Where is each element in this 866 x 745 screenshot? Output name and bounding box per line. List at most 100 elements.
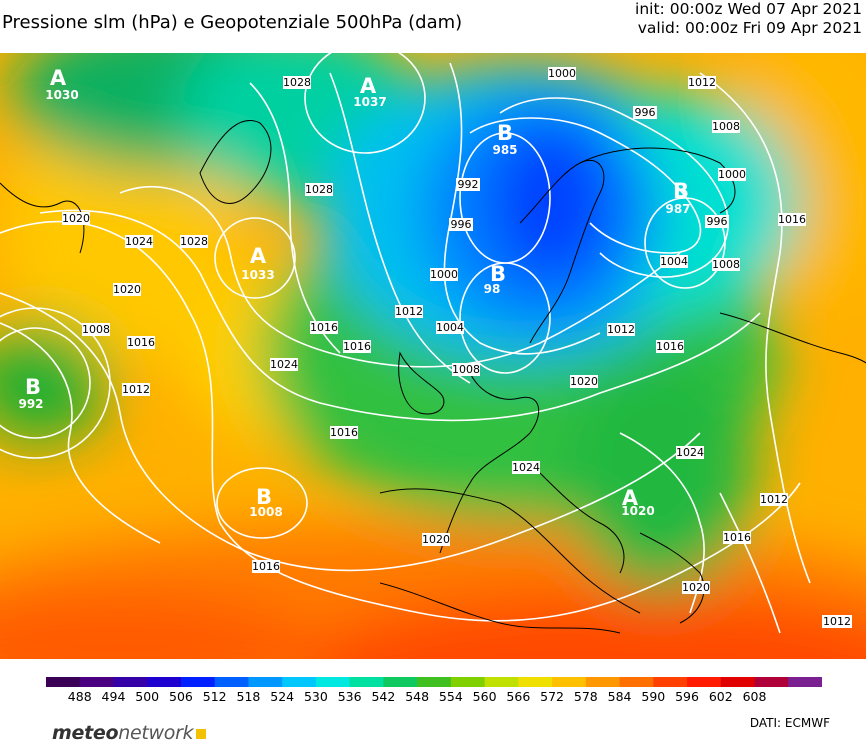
colorbar-cell <box>450 677 486 687</box>
svg-text:1000: 1000 <box>430 268 458 281</box>
colorbar-tick-label: 596 <box>675 689 699 704</box>
svg-text:1020: 1020 <box>682 581 710 594</box>
isobar-label: 1004 <box>660 255 688 268</box>
svg-text:996: 996 <box>707 215 728 228</box>
isobar-label: 1008 <box>712 258 740 271</box>
isobar-label: 1016 <box>656 340 684 353</box>
isobar-label: 1004 <box>436 321 464 334</box>
svg-text:1008: 1008 <box>82 323 110 336</box>
colorbar-tick-label: 590 <box>641 689 666 704</box>
colorbar-cell <box>788 677 822 687</box>
svg-text:1016: 1016 <box>723 531 751 544</box>
init-time: init: 00:00z Wed 07 Apr 2021 <box>635 0 862 18</box>
colorbar-cell <box>248 677 283 687</box>
isobar-label: 1020 <box>682 581 710 594</box>
svg-text:1016: 1016 <box>656 340 684 353</box>
colorbar-cell <box>552 677 587 687</box>
svg-text:1012: 1012 <box>122 383 150 396</box>
svg-text:B: B <box>490 262 506 286</box>
isobar-label: 996 <box>633 106 657 119</box>
map-title: Pressione slm (hPa) e Geopotenziale 500h… <box>2 12 463 33</box>
isobar-label: 1028 <box>305 183 333 196</box>
colorbar-cell <box>282 677 317 687</box>
svg-text:992: 992 <box>458 178 479 191</box>
isobar-label: 1008 <box>82 323 110 336</box>
isobar-label: 1016 <box>343 340 371 353</box>
colorbar-cell <box>214 677 250 687</box>
meteonetwork-logo: meteonetwork <box>52 722 207 744</box>
isobar-label: 1016 <box>330 426 358 439</box>
isobar-label: 1028 <box>283 76 311 89</box>
valid-time: valid: 00:00z Fri 09 Apr 2021 <box>637 19 862 37</box>
colorbar-tick-label: 602 <box>708 689 733 704</box>
svg-text:1020: 1020 <box>62 212 90 225</box>
isobar-label: 1020 <box>113 283 141 296</box>
svg-text:1016: 1016 <box>252 560 280 573</box>
svg-text:1016: 1016 <box>127 336 155 349</box>
colorbar-tick-label: 554 <box>438 689 463 704</box>
colorbar-cell <box>687 677 722 687</box>
isobar-label: 1024 <box>676 446 704 459</box>
colorbar-cell <box>79 677 115 687</box>
svg-text:1008: 1008 <box>249 505 282 519</box>
geopotential-field <box>0 53 866 659</box>
isobar-label: 1020 <box>422 533 450 546</box>
run-info: init: 00:00z Wed 07 Apr 2021 valid: 00:0… <box>635 0 862 38</box>
colorbar-tick-label: 524 <box>270 689 295 704</box>
colorbar-tick-label: 518 <box>236 689 261 704</box>
svg-text:1030: 1030 <box>45 88 78 102</box>
svg-text:1024: 1024 <box>512 461 540 474</box>
svg-text:A: A <box>360 74 377 98</box>
isobar-label: 1012 <box>122 383 150 396</box>
isobar-label: 1000 <box>718 168 746 181</box>
svg-text:98: 98 <box>484 282 501 296</box>
isobar-label: 1020 <box>570 375 598 388</box>
svg-text:1012: 1012 <box>607 323 635 336</box>
svg-text:1012: 1012 <box>823 615 851 628</box>
map-canvas: 1028 1000 1012 996 1008 1000 992 1028 99… <box>0 53 866 659</box>
isobar-label: 1008 <box>712 120 740 133</box>
colorbar-tick-label: 536 <box>337 689 362 704</box>
svg-text:1024: 1024 <box>270 358 298 371</box>
colorbar-cells <box>46 677 822 687</box>
colorbar-cell <box>585 677 621 687</box>
colorbar-cell <box>484 677 519 687</box>
svg-text:B: B <box>497 121 513 145</box>
pressure-center: B98 <box>484 262 506 296</box>
isobar-label: 1016 <box>127 336 155 349</box>
svg-text:1012: 1012 <box>760 493 788 506</box>
svg-text:1037: 1037 <box>353 95 386 109</box>
isobar-label: 1024 <box>512 461 540 474</box>
colorbar-cell <box>349 677 384 687</box>
isobar-label: 1016 <box>723 531 751 544</box>
colorbar-tick-label: 566 <box>506 689 531 704</box>
colorbar-cell <box>720 677 756 687</box>
svg-text:A: A <box>250 244 267 268</box>
isobar-label: 1024 <box>270 358 298 371</box>
colorbar-tick-label: 608 <box>742 689 767 704</box>
svg-text:1028: 1028 <box>305 183 333 196</box>
svg-text:1016: 1016 <box>778 213 806 226</box>
colorbar <box>46 677 822 687</box>
isobar-label: 996 <box>449 218 473 231</box>
colorbar-tick-label: 572 <box>540 689 565 704</box>
svg-text:1016: 1016 <box>310 321 338 334</box>
colorbar-tick-label: 506 <box>169 689 193 704</box>
svg-text:B: B <box>256 485 272 509</box>
svg-text:1020: 1020 <box>570 375 598 388</box>
colorbar-tick-label: 584 <box>607 689 632 704</box>
isobar-label: 1024 <box>125 235 153 248</box>
colorbar-cell <box>383 677 418 687</box>
svg-text:1000: 1000 <box>718 168 746 181</box>
colorbar-cell <box>315 677 351 687</box>
svg-text:1008: 1008 <box>712 120 740 133</box>
svg-text:B: B <box>25 375 41 399</box>
coastlines <box>0 120 866 634</box>
svg-text:A: A <box>50 66 67 90</box>
